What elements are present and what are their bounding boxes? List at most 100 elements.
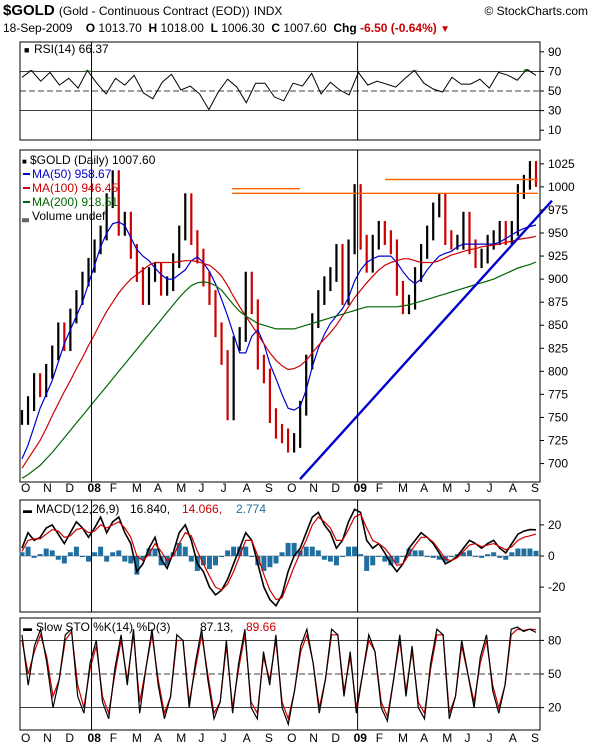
x-axis-label: J (198, 481, 204, 495)
x-axis-label: S (531, 731, 539, 745)
rsi-title: RSI(14) 66.37 (34, 42, 109, 56)
macd-series-0 (21, 508, 537, 608)
macd-histogram-bar (49, 550, 55, 556)
macd-histogram-bar (104, 556, 110, 562)
symbol: $GOLD (3, 2, 55, 19)
macd-legend-bg (22, 502, 32, 514)
price-y-tick-label: 850 (548, 318, 568, 332)
macd-histogram-bar (430, 556, 436, 558)
price-y-tick-label: 775 (548, 387, 568, 401)
price-y-tick-label: 825 (548, 341, 568, 355)
rsi-overbought-fill (523, 69, 530, 72)
macd-histogram-bar (73, 546, 79, 556)
macd-histogram-bar (261, 556, 267, 571)
x-axis-label: D (331, 481, 340, 495)
macd-y-tick-label: -20 (548, 580, 566, 594)
macd-title: MACD(12,26,9) (36, 502, 119, 516)
price-series-2 (21, 235, 537, 469)
macd-histogram-bar (321, 556, 327, 560)
macd-y-tick-label: 0 (548, 549, 555, 563)
x-axis-label: M (398, 731, 408, 745)
x-axis-label: F (376, 731, 383, 745)
legend-ma: MA(50) 958.67 (32, 167, 112, 181)
x-axis-label: J (221, 731, 227, 745)
macd-histogram-bar (37, 554, 43, 556)
x-axis-label: A (509, 731, 517, 745)
x-axis-label: 09 (354, 481, 368, 495)
macd-histogram-bar (479, 556, 485, 558)
macd-histogram-bar (200, 556, 206, 566)
rsi-legend-swatch: ■ (24, 45, 29, 55)
rsi-y-tick-label: 30 (548, 104, 562, 118)
legend-ma: MA(100) 946.45 (32, 181, 118, 195)
chg-label: Chg (333, 21, 357, 35)
macd-histogram-bar (219, 556, 225, 557)
macd-histogram-bar (279, 552, 285, 556)
macd-histogram-bar (406, 548, 412, 556)
sto-y-tick-label: 80 (548, 633, 562, 647)
x-axis-label: M (442, 731, 452, 745)
volume-icon: ▃ (21, 212, 30, 223)
x-axis-label: A (243, 731, 251, 745)
x-axis-label: 09 (354, 731, 368, 745)
macd-histogram-bar (225, 550, 231, 556)
macd-histogram-bar (352, 546, 358, 556)
macd-histogram-bar (515, 548, 521, 556)
macd-histogram-bar (237, 546, 243, 556)
legend-swatch-price: ■ (22, 157, 27, 166)
macd-histogram-bar (448, 556, 454, 557)
macd-histogram-bar (25, 546, 31, 556)
macd-histogram-bar (206, 556, 212, 570)
macd-histogram-bar (267, 556, 273, 568)
macd-histogram-bar (249, 556, 255, 557)
x-axis-label: A (420, 731, 428, 745)
x-axis-label: J (221, 481, 227, 495)
price-y-tick-label: 900 (548, 272, 568, 286)
macd-histogram-bar (327, 556, 333, 562)
open-value: 1013.70 (98, 21, 142, 35)
open-label: O (85, 21, 96, 35)
macd-histogram-bar (231, 546, 237, 556)
rsi-y-tick-label: 70 (548, 64, 562, 78)
watermark: © StockCharts.com (484, 4, 588, 18)
macd-histogram-bar (503, 556, 509, 560)
macd-histogram-bar (116, 550, 122, 556)
macd-histogram-bar (491, 552, 497, 556)
high-label: H (148, 21, 158, 35)
macd-histogram-bar (134, 556, 140, 575)
macd-histogram-bar (533, 550, 539, 556)
price-y-tick-label: 725 (548, 434, 568, 448)
rsi-legend-bg (22, 44, 32, 54)
macd-histogram-bar (31, 556, 37, 558)
macd-histogram-bar (436, 556, 442, 560)
macd-histogram-bar (19, 552, 25, 556)
macd-histogram-bar (376, 556, 382, 557)
legend-ma: MA(200) 918.51 (32, 195, 118, 209)
macd-histogram-bar (188, 556, 194, 562)
macd-histogram-bar (140, 556, 146, 560)
x-axis-label: F (110, 481, 117, 495)
price-y-tick-label: 925 (548, 249, 568, 263)
macd-histogram-bar (400, 556, 406, 557)
macd-series-1 (21, 513, 537, 601)
macd-histogram-bar (146, 548, 152, 556)
macd-histogram-bar (67, 552, 73, 556)
macd-histogram-bar (61, 556, 67, 564)
macd-histogram-bar (473, 556, 479, 557)
macd-signal-value: 14.066, (182, 502, 222, 516)
x-axis-label: D (331, 731, 340, 745)
price-y-tick-label: 950 (548, 226, 568, 240)
quote-date: 18-Sep-2009 (3, 21, 73, 35)
macd-histogram-bar (122, 556, 128, 562)
price-y-tick-label: 750 (548, 410, 568, 424)
macd-histogram-bar (128, 556, 134, 564)
low-value: 1006.30 (221, 21, 265, 35)
macd-histogram-bar (273, 556, 279, 564)
x-axis-label: S (265, 481, 273, 495)
x-axis-label: O (287, 731, 296, 745)
macd-value: 16.840, (130, 502, 170, 516)
x-axis-label: F (376, 481, 383, 495)
x-axis-label: S (531, 481, 539, 495)
x-axis-label: J (464, 481, 470, 495)
rsi-y-tick-label: 10 (548, 123, 562, 137)
